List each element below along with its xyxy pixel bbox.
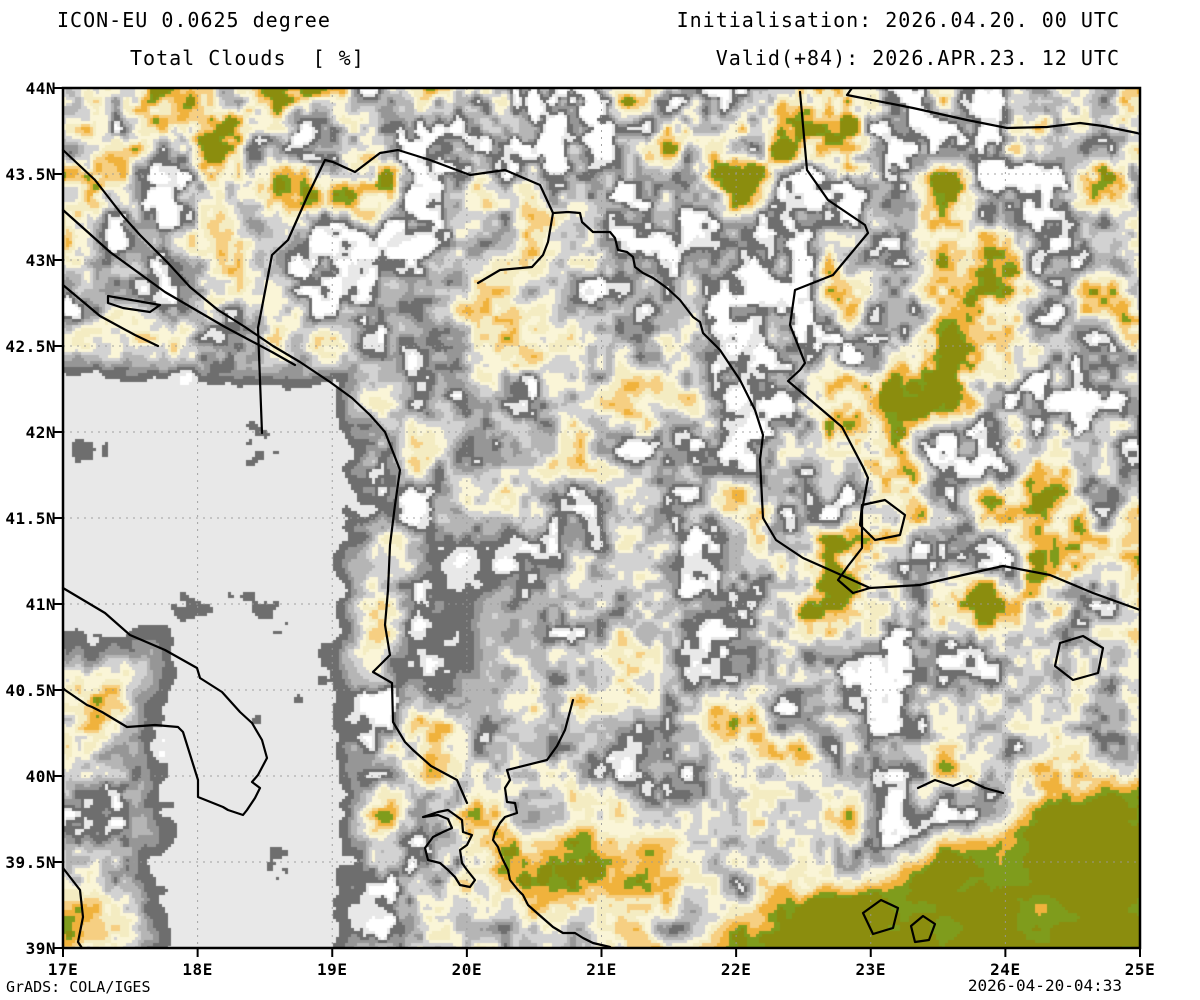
y-tick-label: 41.5N (5, 509, 56, 528)
y-tick-label: 41N (25, 595, 56, 614)
y-tick-label: 42.5N (5, 337, 56, 356)
variable-title: Total Clouds [ %] (130, 46, 365, 70)
y-tick-label: 39N (25, 939, 56, 958)
y-tick-label: 40N (25, 767, 56, 786)
grads-credit: GrADS: COLA/IGES (6, 978, 151, 996)
valid-time-label: Valid(+84): 2026.APR.23. 12 UTC (715, 46, 1120, 70)
cloud-cover-field (63, 88, 1140, 948)
x-tick-label: 20E (451, 960, 483, 979)
init-time-label: Initialisation: 2026.04.20. 00 UTC (676, 8, 1120, 32)
y-tick-label: 44N (25, 79, 56, 98)
x-tick-label: 24E (990, 960, 1021, 979)
x-tick-label: 17E (47, 960, 79, 979)
y-tick-label: 40.5N (5, 681, 56, 700)
x-tick-label: 21E (586, 960, 617, 979)
x-tick-label: 18E (182, 960, 213, 979)
model-title: ICON-EU 0.0625 degree (57, 8, 331, 32)
x-tick-label: 23E (855, 960, 886, 979)
y-tick-label: 43N (25, 251, 56, 270)
y-tick-label: 43.5N (5, 165, 56, 184)
x-tick-label: 22E (720, 960, 752, 979)
y-tick-label: 39.5N (5, 853, 56, 872)
y-tick-label: 42N (25, 423, 56, 442)
x-tick-label: 25E (1124, 960, 1156, 979)
creation-timestamp: 2026-04-20-04:33 (967, 976, 1122, 995)
x-tick-label: 19E (317, 960, 348, 979)
